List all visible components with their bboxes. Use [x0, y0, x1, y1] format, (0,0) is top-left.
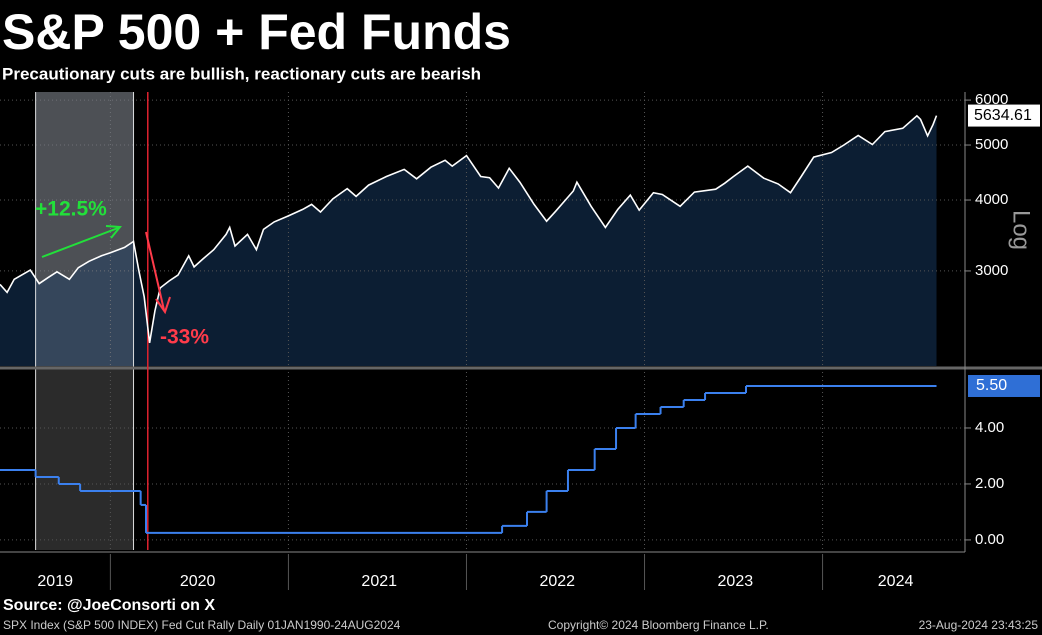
x-tick-label: 2021	[361, 573, 397, 590]
last-value-label: 5.50	[976, 377, 1007, 394]
y-tick-label: 3000	[975, 262, 1008, 279]
last-value-box	[968, 374, 1040, 397]
y-tick-label: 0.00	[975, 531, 1004, 548]
last-value-label: 5634.61	[974, 107, 1032, 124]
y-tick-label: 4.00	[975, 419, 1004, 436]
annotation-arrow	[41, 227, 119, 258]
source: Source: @JoeConsorti on X	[3, 597, 215, 614]
x-tick-label: 2022	[539, 573, 575, 590]
annotation-arrowhead	[105, 225, 122, 239]
annotation-arrow	[145, 231, 165, 311]
annotation-text: -33%	[160, 326, 209, 349]
last-value-box	[968, 104, 1040, 127]
x-tick-label: 2023	[718, 573, 754, 590]
annotation-text: +12.5%	[35, 198, 107, 221]
chart-title: S&P 500 + Fed Funds	[2, 4, 511, 60]
footer-description: SPX Index (S&P 500 INDEX) Fed Cut Rally …	[3, 618, 401, 632]
annotation-arrowhead	[155, 296, 171, 315]
copyright: Copyright© 2024 Bloomberg Finance L.P.	[548, 618, 769, 632]
x-tick-label: 2024	[878, 573, 914, 590]
y-tick-label: 4000	[975, 191, 1008, 208]
y-tick-label: 6000	[975, 91, 1008, 108]
area-fill	[0, 115, 937, 366]
chart-subtitle: Precautionary cuts are bullish, reaction…	[2, 64, 481, 83]
y-tick-label: 5000	[975, 136, 1008, 153]
x-tick-label: 2020	[180, 573, 216, 590]
x-tick-label: 2019	[37, 573, 73, 590]
price-line	[0, 114, 938, 344]
timestamp: 23-Aug-2024 23:43:25	[919, 618, 1039, 632]
scale-label: Log	[1008, 210, 1035, 250]
y-tick-label: 2.00	[975, 475, 1004, 492]
